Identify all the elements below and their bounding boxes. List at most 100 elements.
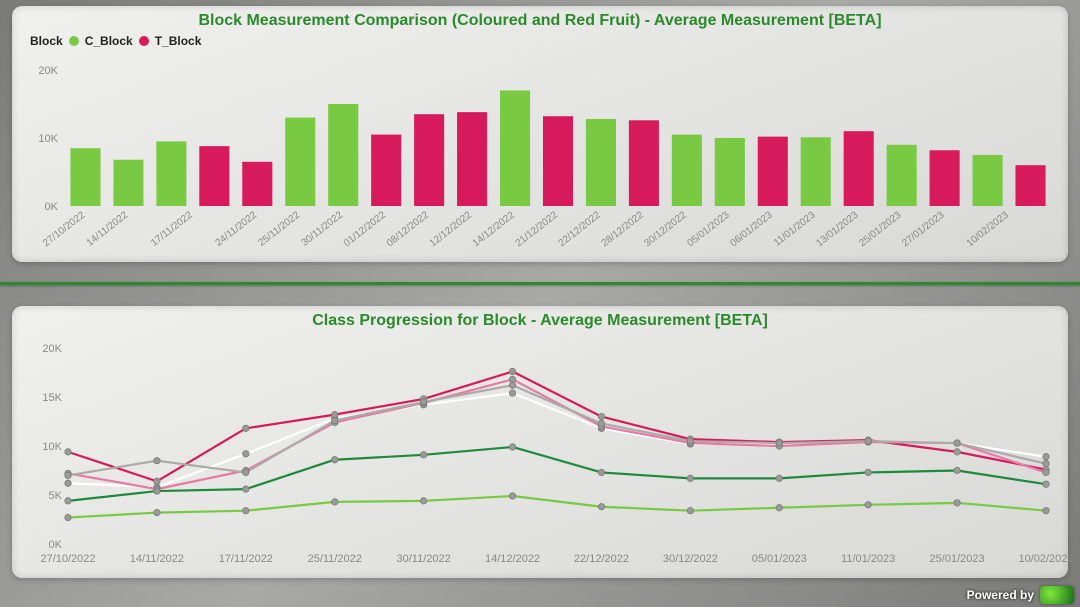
marker (243, 507, 249, 513)
legend-cblock-label: C_Block (85, 34, 133, 48)
svg-text:13/01/2023: 13/01/2023 (814, 209, 861, 249)
marker (154, 509, 160, 515)
svg-text:25/01/2023: 25/01/2023 (930, 553, 985, 565)
bar (887, 145, 917, 206)
svg-text:22/12/2022: 22/12/2022 (557, 209, 604, 249)
svg-text:30/11/2022: 30/11/2022 (397, 553, 451, 565)
svg-text:10/02/2023: 10/02/2023 (965, 209, 1012, 249)
marker (243, 469, 249, 475)
bar (801, 137, 831, 206)
svg-text:5K: 5K (49, 490, 63, 502)
marker (509, 444, 515, 450)
bar (715, 138, 745, 206)
svg-text:25/11/2022: 25/11/2022 (256, 209, 302, 248)
svg-text:27/01/2023: 27/01/2023 (900, 209, 947, 249)
svg-text:10K: 10K (38, 133, 58, 145)
marker (509, 382, 515, 388)
bar (371, 135, 401, 206)
bar (199, 146, 229, 206)
marker (65, 449, 71, 455)
bar-chart-panel: Block Measurement Comparison (Coloured a… (12, 6, 1068, 262)
svg-text:14/11/2022: 14/11/2022 (130, 553, 184, 565)
marker (420, 452, 426, 458)
footer-label: Powered by (967, 588, 1034, 602)
marker (332, 411, 338, 417)
svg-text:30/12/2022: 30/12/2022 (663, 553, 718, 565)
bar (930, 150, 960, 206)
marker (598, 413, 604, 419)
bar (586, 119, 616, 206)
marker (332, 499, 338, 505)
bar (414, 114, 444, 206)
marker (954, 500, 960, 506)
line-grey (68, 385, 1046, 475)
bar (156, 141, 186, 206)
marker (687, 507, 693, 513)
svg-text:05/01/2023: 05/01/2023 (752, 553, 807, 565)
line-darkgreen (68, 447, 1046, 501)
marker (776, 440, 782, 446)
svg-text:27/10/2022: 27/10/2022 (41, 209, 88, 249)
marker (865, 469, 871, 475)
bar (500, 90, 530, 206)
marker (65, 498, 71, 504)
svg-text:11/01/2023: 11/01/2023 (841, 553, 895, 565)
svg-text:10K: 10K (42, 441, 62, 453)
marker (154, 478, 160, 484)
svg-text:06/01/2023: 06/01/2023 (728, 209, 775, 249)
marker (1043, 460, 1049, 466)
bar (543, 116, 573, 206)
marker (509, 493, 515, 499)
marker (332, 457, 338, 463)
svg-text:25/11/2022: 25/11/2022 (308, 553, 362, 565)
bar (328, 104, 358, 206)
bar (457, 112, 487, 206)
svg-text:30/12/2022: 30/12/2022 (642, 209, 689, 249)
legend-tblock-label: T_Block (155, 34, 202, 48)
legend-dot-cblock (69, 36, 79, 46)
bar (113, 160, 143, 206)
svg-text:0K: 0K (45, 201, 59, 213)
marker (1043, 454, 1049, 460)
marker (243, 425, 249, 431)
marker (243, 486, 249, 492)
bar-chart-title: Block Measurement Comparison (Coloured a… (12, 6, 1068, 34)
marker (332, 417, 338, 423)
marker (509, 368, 515, 374)
marker (154, 488, 160, 494)
marker (687, 438, 693, 444)
svg-text:15K: 15K (42, 392, 62, 404)
marker (420, 399, 426, 405)
svg-text:05/01/2023: 05/01/2023 (685, 209, 732, 249)
line-chart-panel: Class Progression for Block - Average Me… (12, 306, 1068, 578)
svg-text:10/02/2023: 10/02/2023 (1018, 553, 1073, 565)
marker (243, 451, 249, 457)
svg-text:14/12/2022: 14/12/2022 (485, 553, 540, 565)
marker (954, 440, 960, 446)
marker (65, 480, 71, 486)
marker (865, 438, 871, 444)
marker (509, 390, 515, 396)
svg-text:17/11/2022: 17/11/2022 (219, 553, 273, 565)
bar (70, 148, 100, 206)
svg-text:25/01/2023: 25/01/2023 (857, 209, 904, 249)
panel-divider (0, 282, 1080, 285)
marker (776, 505, 782, 511)
marker (1043, 469, 1049, 475)
line-lightgreen (68, 496, 1046, 518)
line-chart-area: 0K5K10K15K20K27/10/202214/11/202217/11/2… (34, 344, 1056, 570)
svg-text:30/11/2022: 30/11/2022 (299, 209, 345, 248)
bar-chart-legend: Block C_Block T_Block (12, 34, 1068, 48)
bar (758, 137, 788, 206)
svg-text:22/12/2022: 22/12/2022 (574, 553, 629, 565)
svg-text:11/01/2023: 11/01/2023 (772, 209, 818, 248)
bar (672, 135, 702, 206)
bar (629, 120, 659, 206)
marker (598, 469, 604, 475)
marker (598, 504, 604, 510)
line-chart-title: Class Progression for Block - Average Me… (12, 306, 1068, 334)
footer-logo-icon (1040, 586, 1074, 604)
legend-label: Block (30, 34, 63, 48)
bar (242, 162, 272, 206)
marker (154, 458, 160, 464)
